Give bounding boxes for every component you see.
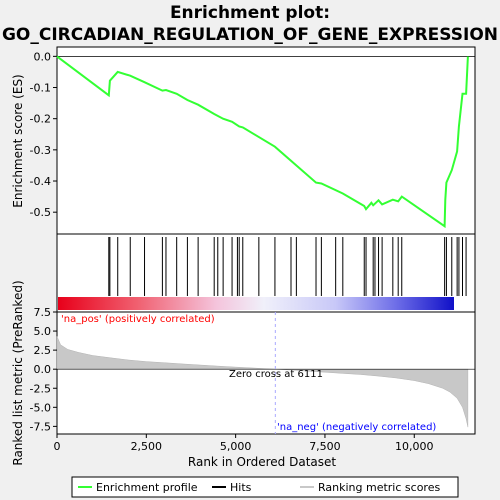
ranking-metric-area [56, 336, 469, 428]
pos-label: 'na_pos' (positively correlated) [61, 314, 215, 325]
chart-title-line-2: GO_CIRCADIAN_REGULATION_OF_GENE_EXPRESSI… [2, 25, 498, 45]
legend-ranking-label: Ranking metric scores [318, 481, 440, 494]
hits-layer [58, 237, 467, 310]
x-tick-label: 0 [54, 440, 61, 453]
legend-hits-label: Hits [230, 481, 252, 494]
x-axis-label: Rank in Ordered Dataset [188, 455, 336, 469]
x-tick-label: 2,500 [131, 440, 163, 453]
es-y-tick-label: -0.5 [30, 206, 51, 219]
x-tick-label: 10,000 [395, 440, 434, 453]
metric-y-tick-label: 0.0 [34, 363, 52, 376]
legend-enrichment-label: Enrichment profile [96, 481, 198, 494]
es-y-tick-label: 0.0 [34, 50, 52, 63]
neg-label: 'na_neg' (negatively correlated) [277, 422, 436, 433]
es-y-tick-label: -0.1 [30, 82, 51, 95]
chart-title-line-1: Enrichment plot: [170, 3, 330, 23]
zero-cross-label: Zero cross at 6111 [229, 369, 323, 380]
x-tick-label: 7,500 [309, 440, 341, 453]
metric-y-axis-label: Ranked list metric (PreRanked) [11, 280, 25, 465]
metric-y-tick-label: 2.5 [34, 344, 52, 357]
es-y-axis-label: Enrichment score (ES) [11, 74, 25, 207]
metric-y-tick-label: -7.5 [30, 420, 51, 433]
rank-colour-band [58, 297, 454, 310]
es-y-tick-label: -0.4 [30, 175, 51, 188]
metric-y-tick-label: 5.0 [34, 325, 52, 338]
metric-layer: 7.5 5.0 2.5 0.0 -2.5 -5.0 -7.50 2,500 5,000 7,500… [30, 306, 475, 453]
metric-y-tick-label: 7.5 [34, 306, 52, 319]
metric-y-tick-label: -5.0 [30, 401, 51, 414]
x-tick-label: 5,000 [220, 440, 252, 453]
es-y-tick-label: -0.2 [30, 113, 51, 126]
legend-box [71, 476, 459, 498]
es-y-tick-label: -0.3 [30, 144, 51, 157]
metric-y-tick-label: -2.5 [30, 382, 51, 395]
enrichment-profile-line [56, 55, 469, 229]
es-layer: 0.0 -0.1 -0.2 -0.3 -0.4 -0.5 [30, 50, 475, 229]
